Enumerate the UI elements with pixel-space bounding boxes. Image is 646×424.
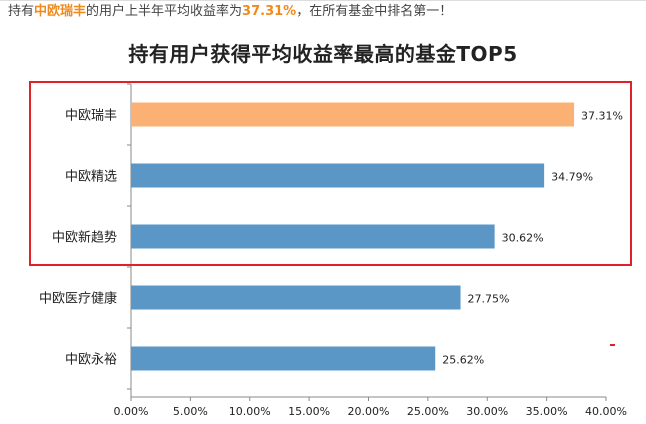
- highlight-frame: [29, 81, 632, 266]
- category-label: 中欧新趋势: [52, 230, 117, 246]
- x-tick-label: 20.00%: [348, 405, 390, 418]
- x-tick-label: 0.00%: [114, 405, 149, 418]
- caption-fund-name: 中欧瑞丰: [34, 4, 87, 19]
- data-label: 34.79%: [551, 171, 593, 184]
- bar-3: [131, 224, 495, 249]
- caption-prefix: 持有: [8, 4, 35, 19]
- chart-title: 持有用户获得平均收益率最高的基金TOP5: [128, 42, 518, 66]
- category-label: 中欧瑞丰: [65, 109, 117, 124]
- caption-rate: 37.31%: [242, 4, 297, 19]
- x-tick-label: 5.00%: [173, 405, 208, 418]
- category-label: 中欧医疗健康: [39, 291, 117, 307]
- caption-suffix: ，在所有基金中排名第一！: [296, 4, 453, 19]
- bar-2: [131, 163, 545, 188]
- caption-line: 持有中欧瑞丰的用户上半年平均收益率为37.31%，在所有基金中排名第一！: [8, 3, 452, 21]
- x-tick-label: 30.00%: [466, 405, 508, 418]
- data-label: 37.31%: [581, 110, 623, 123]
- x-tick-label: 40.00%: [585, 405, 627, 418]
- x-tick-label: 25.00%: [407, 405, 449, 418]
- x-tick-label: 35.00%: [526, 405, 568, 418]
- data-label: 25.62%: [442, 354, 484, 367]
- category-label: 中欧永裕: [65, 353, 117, 368]
- x-tick-label: 15.00%: [288, 405, 330, 418]
- caption-middle: 的用户上半年平均收益率为: [86, 4, 243, 19]
- top-border: [0, 0, 646, 1]
- bar-5: [131, 346, 436, 371]
- red-marker: [610, 344, 615, 346]
- bar-4: [131, 285, 461, 310]
- data-label: 30.62%: [502, 232, 544, 245]
- x-tick-label: 10.00%: [229, 405, 271, 418]
- category-label: 中欧精选: [65, 170, 117, 185]
- bar-1: [131, 102, 575, 127]
- data-label: 27.75%: [468, 293, 510, 306]
